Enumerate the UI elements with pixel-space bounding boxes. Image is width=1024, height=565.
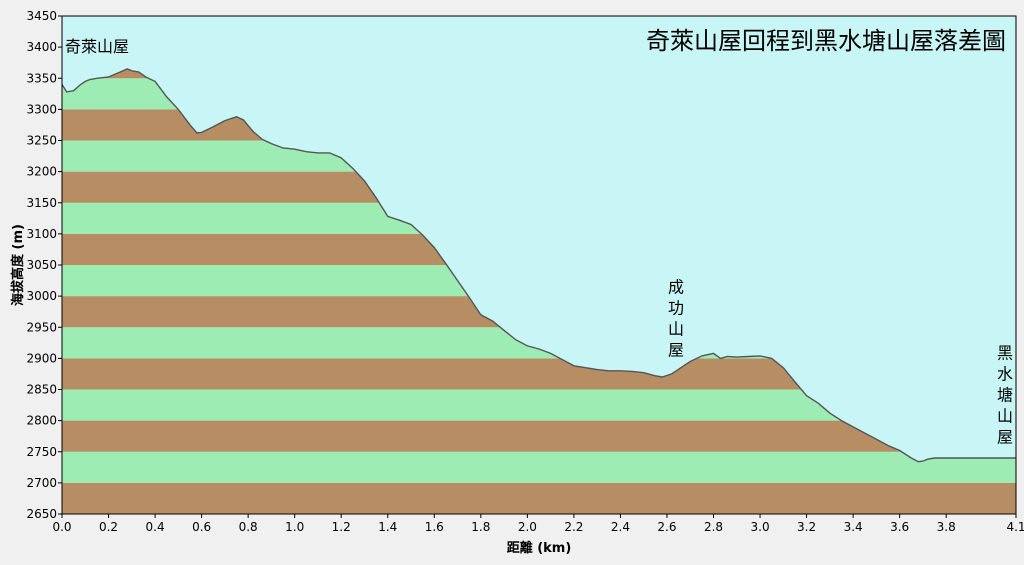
y-tick-label: 3050 <box>26 258 57 272</box>
x-tick-label: 0.2 <box>99 520 118 534</box>
x-tick-label: 2.6 <box>657 520 676 534</box>
y-tick-label: 3350 <box>26 71 57 85</box>
y-tick-label: 2900 <box>26 351 57 365</box>
elevation-band <box>62 482 1016 514</box>
x-tick-label: 3.8 <box>937 520 956 534</box>
y-tick-label: 3150 <box>26 196 57 210</box>
x-tick-label: 0.8 <box>239 520 258 534</box>
x-tick-label: 4.1 <box>1006 520 1024 534</box>
profile-area-layer <box>61 68 1016 463</box>
x-tick-label: 1.6 <box>425 520 444 534</box>
y-tick-label: 3100 <box>26 227 57 241</box>
x-tick-label: 2.8 <box>704 520 723 534</box>
x-axis-label: 距離 (km) <box>507 540 572 556</box>
y-tick-label: 2650 <box>26 507 57 521</box>
annotation-label: 黑水塘山屋 <box>997 343 1013 446</box>
chart-title: 奇萊山屋回程到黑水塘山屋落差圖 <box>646 27 1006 55</box>
x-tick-label: 0.6 <box>192 520 211 534</box>
y-tick-label: 2700 <box>26 476 57 490</box>
x-tick-label: 1.8 <box>471 520 490 534</box>
y-tick-label: 2950 <box>26 320 57 334</box>
x-tick-label: 1.2 <box>332 520 351 534</box>
y-tick-label: 3450 <box>26 9 57 23</box>
x-tick-label: 3.6 <box>890 520 909 534</box>
y-axis-label: 海拔高度 (m) <box>10 224 26 306</box>
y-tick-label: 3300 <box>26 102 57 116</box>
y-axis: 2650 2700 2750 2800 2850 2900 2950 3000 3050 3100… <box>26 9 62 521</box>
y-tick-label: 3400 <box>26 40 57 54</box>
x-tick-label: 1.4 <box>378 520 397 534</box>
x-tick-label: 3.2 <box>797 520 816 534</box>
annotations: 奇萊山屋成功山屋黑水塘山屋 <box>65 37 1013 446</box>
x-tick-label: 0.4 <box>146 520 165 534</box>
x-tick-label: 2.2 <box>564 520 583 534</box>
y-tick-label: 3200 <box>26 165 57 179</box>
elevation-band <box>62 451 1016 483</box>
x-axis: 0.0 0.2 0.4 0.6 0.8 1.0 1.2 1.4 1.6 1.8 2.0 2.2 2.4 2… <box>52 514 1024 534</box>
x-tick-label: 1.0 <box>285 520 304 534</box>
annotation-label: 成功山屋 <box>668 277 684 359</box>
y-tick-label: 3000 <box>26 289 57 303</box>
elevation-profile-line <box>61 68 1016 463</box>
x-tick-label: 2.4 <box>611 520 630 534</box>
annotation-label: 奇萊山屋 <box>65 37 129 56</box>
x-tick-label: 3.0 <box>751 520 770 534</box>
x-tick-label: 2.0 <box>518 520 537 534</box>
y-tick-label: 3250 <box>26 134 57 148</box>
y-tick-label: 2850 <box>26 383 57 397</box>
y-tick-label: 2800 <box>26 414 57 428</box>
y-tick-label: 2750 <box>26 445 57 459</box>
x-tick-label: 0.0 <box>52 520 71 534</box>
x-tick-label: 3.4 <box>844 520 863 534</box>
